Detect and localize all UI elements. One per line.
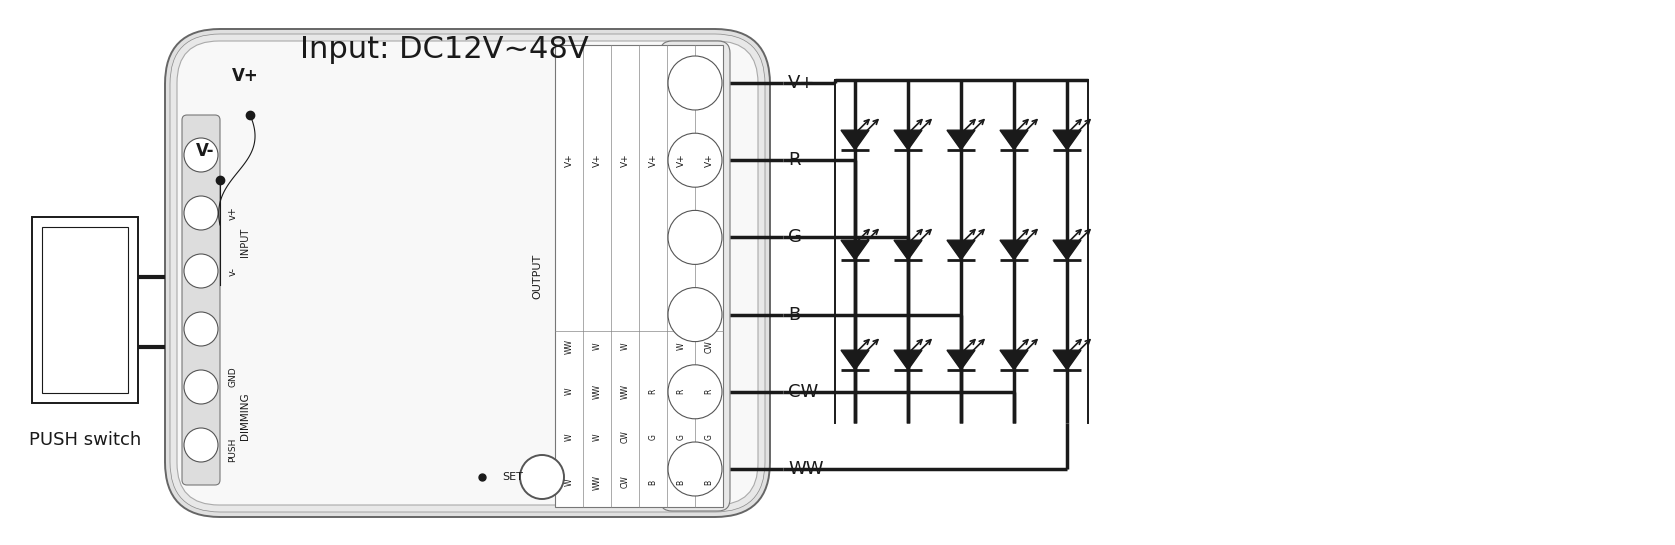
Text: V+: V+ bbox=[564, 154, 573, 167]
Polygon shape bbox=[946, 350, 975, 370]
Bar bbox=[42, 227, 127, 393]
Text: WW: WW bbox=[787, 460, 824, 478]
Circle shape bbox=[668, 133, 722, 187]
Text: v+: v+ bbox=[228, 206, 238, 220]
Polygon shape bbox=[841, 240, 869, 260]
Text: CW: CW bbox=[620, 476, 630, 488]
Text: W: W bbox=[593, 343, 601, 350]
Polygon shape bbox=[1000, 350, 1028, 370]
Text: G: G bbox=[648, 434, 658, 440]
Polygon shape bbox=[1000, 240, 1028, 260]
FancyBboxPatch shape bbox=[183, 115, 219, 485]
Text: W: W bbox=[564, 433, 573, 440]
Polygon shape bbox=[1054, 130, 1080, 150]
Circle shape bbox=[668, 288, 722, 342]
Text: CW: CW bbox=[705, 340, 714, 353]
FancyBboxPatch shape bbox=[166, 29, 770, 517]
Circle shape bbox=[184, 312, 218, 346]
Text: W: W bbox=[564, 479, 573, 486]
Circle shape bbox=[668, 442, 722, 496]
Text: WW: WW bbox=[593, 475, 601, 489]
Text: G: G bbox=[705, 434, 714, 440]
Text: CW: CW bbox=[787, 383, 819, 401]
Polygon shape bbox=[894, 350, 921, 370]
Text: B: B bbox=[677, 480, 685, 485]
Text: B: B bbox=[648, 480, 658, 485]
Polygon shape bbox=[841, 130, 869, 150]
Circle shape bbox=[184, 138, 218, 172]
Text: V+: V+ bbox=[620, 154, 630, 167]
Circle shape bbox=[668, 365, 722, 419]
Text: B: B bbox=[787, 306, 801, 324]
Polygon shape bbox=[894, 240, 921, 260]
Text: INPUT: INPUT bbox=[240, 227, 250, 257]
Text: Input: DC12V~48V: Input: DC12V~48V bbox=[300, 35, 588, 64]
Text: W: W bbox=[593, 433, 601, 440]
Text: G: G bbox=[787, 228, 802, 246]
Text: PUSH: PUSH bbox=[228, 438, 236, 462]
Circle shape bbox=[668, 210, 722, 264]
Text: V+: V+ bbox=[705, 154, 714, 167]
Text: V-: V- bbox=[196, 142, 214, 160]
Bar bbox=[32, 217, 137, 403]
Text: v-: v- bbox=[228, 267, 238, 276]
Text: SET: SET bbox=[502, 472, 523, 482]
Text: G: G bbox=[677, 434, 685, 440]
Text: B: B bbox=[705, 480, 714, 485]
Polygon shape bbox=[1000, 130, 1028, 150]
Polygon shape bbox=[1054, 240, 1080, 260]
Text: GND: GND bbox=[228, 367, 236, 387]
Polygon shape bbox=[894, 130, 921, 150]
Text: WW: WW bbox=[620, 384, 630, 399]
Circle shape bbox=[184, 196, 218, 230]
Circle shape bbox=[184, 428, 218, 462]
Polygon shape bbox=[946, 240, 975, 260]
Text: WW: WW bbox=[564, 339, 573, 354]
FancyBboxPatch shape bbox=[178, 41, 759, 505]
Polygon shape bbox=[946, 130, 975, 150]
Text: V+: V+ bbox=[231, 67, 258, 85]
Text: W: W bbox=[677, 343, 685, 350]
Polygon shape bbox=[841, 350, 869, 370]
Text: WW: WW bbox=[593, 384, 601, 399]
Text: PUSH switch: PUSH switch bbox=[28, 431, 141, 449]
Circle shape bbox=[184, 370, 218, 404]
Text: V+: V+ bbox=[593, 154, 601, 167]
Text: W: W bbox=[564, 388, 573, 395]
Text: R: R bbox=[705, 389, 714, 395]
Text: V+: V+ bbox=[677, 154, 685, 167]
Circle shape bbox=[668, 56, 722, 110]
Text: W: W bbox=[620, 343, 630, 350]
Text: V+: V+ bbox=[787, 74, 816, 92]
FancyBboxPatch shape bbox=[169, 34, 765, 512]
Text: R: R bbox=[677, 389, 685, 395]
Circle shape bbox=[184, 254, 218, 288]
Text: CW: CW bbox=[620, 431, 630, 443]
Polygon shape bbox=[1054, 350, 1080, 370]
Text: R: R bbox=[648, 389, 658, 395]
Text: DIMMING: DIMMING bbox=[240, 392, 250, 440]
Bar bbox=[554, 45, 724, 507]
Text: OUTPUT: OUTPUT bbox=[533, 253, 543, 299]
Circle shape bbox=[519, 455, 564, 499]
Text: V+: V+ bbox=[648, 154, 658, 167]
Text: R: R bbox=[787, 151, 801, 169]
FancyBboxPatch shape bbox=[660, 41, 730, 511]
